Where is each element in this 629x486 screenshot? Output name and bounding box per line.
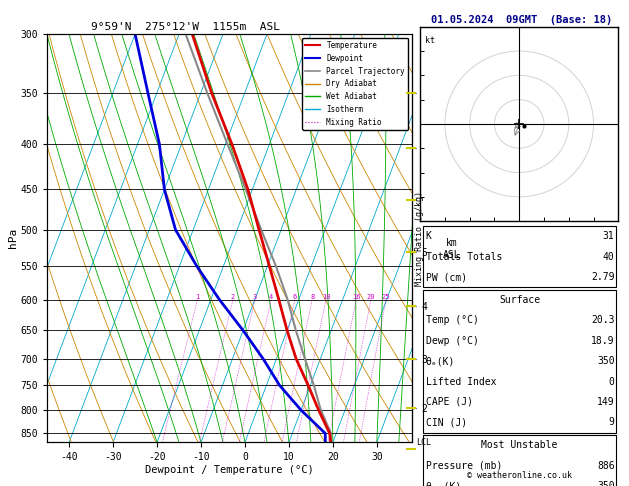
Text: 10: 10 <box>322 294 330 300</box>
Text: Surface: Surface <box>499 295 540 305</box>
Text: 25: 25 <box>382 294 390 300</box>
Text: Pressure (mb): Pressure (mb) <box>426 461 502 470</box>
Text: K: K <box>426 231 431 241</box>
Text: PW (cm): PW (cm) <box>426 272 467 282</box>
Text: 886: 886 <box>597 461 615 470</box>
Text: CIN (J): CIN (J) <box>426 417 467 427</box>
Text: 40: 40 <box>603 252 615 261</box>
Text: Most Unstable: Most Unstable <box>481 440 558 450</box>
Text: 01.05.2024  09GMT  (Base: 18): 01.05.2024 09GMT (Base: 18) <box>431 15 613 25</box>
Text: θₑ (K): θₑ (K) <box>426 481 461 486</box>
Text: kt: kt <box>425 36 435 46</box>
Text: © weatheronline.co.uk: © weatheronline.co.uk <box>467 471 572 480</box>
Text: 20.3: 20.3 <box>591 315 615 325</box>
Text: Totals Totals: Totals Totals <box>426 252 502 261</box>
Text: 350: 350 <box>597 481 615 486</box>
Text: 31: 31 <box>603 231 615 241</box>
Text: 20: 20 <box>367 294 375 300</box>
Text: 0: 0 <box>609 377 615 386</box>
Text: 3: 3 <box>253 294 257 300</box>
Text: Mixing Ratio (g/kg): Mixing Ratio (g/kg) <box>415 191 424 286</box>
Text: 4: 4 <box>269 294 273 300</box>
Text: 350: 350 <box>597 356 615 366</box>
Text: Lifted Index: Lifted Index <box>426 377 496 386</box>
Text: 2.79: 2.79 <box>591 272 615 282</box>
Text: θₑ(K): θₑ(K) <box>426 356 455 366</box>
Y-axis label: hPa: hPa <box>8 228 18 248</box>
Text: CAPE (J): CAPE (J) <box>426 397 473 407</box>
X-axis label: Dewpoint / Temperature (°C): Dewpoint / Temperature (°C) <box>145 465 314 475</box>
Text: 2: 2 <box>231 294 235 300</box>
Text: 8: 8 <box>310 294 314 300</box>
Text: 1: 1 <box>195 294 199 300</box>
Y-axis label: km
ASL: km ASL <box>443 238 460 260</box>
Text: 149: 149 <box>597 397 615 407</box>
Text: 9°59'N  275°12'W  1155m  ASL: 9°59'N 275°12'W 1155m ASL <box>91 22 280 32</box>
Text: 18.9: 18.9 <box>591 336 615 346</box>
Text: 16: 16 <box>352 294 360 300</box>
Text: 6: 6 <box>292 294 297 300</box>
Text: Dewp (°C): Dewp (°C) <box>426 336 479 346</box>
Text: LCL: LCL <box>416 438 431 447</box>
Legend: Temperature, Dewpoint, Parcel Trajectory, Dry Adiabat, Wet Adiabat, Isotherm, Mi: Temperature, Dewpoint, Parcel Trajectory… <box>302 38 408 130</box>
Text: Temp (°C): Temp (°C) <box>426 315 479 325</box>
Text: 9: 9 <box>609 417 615 427</box>
